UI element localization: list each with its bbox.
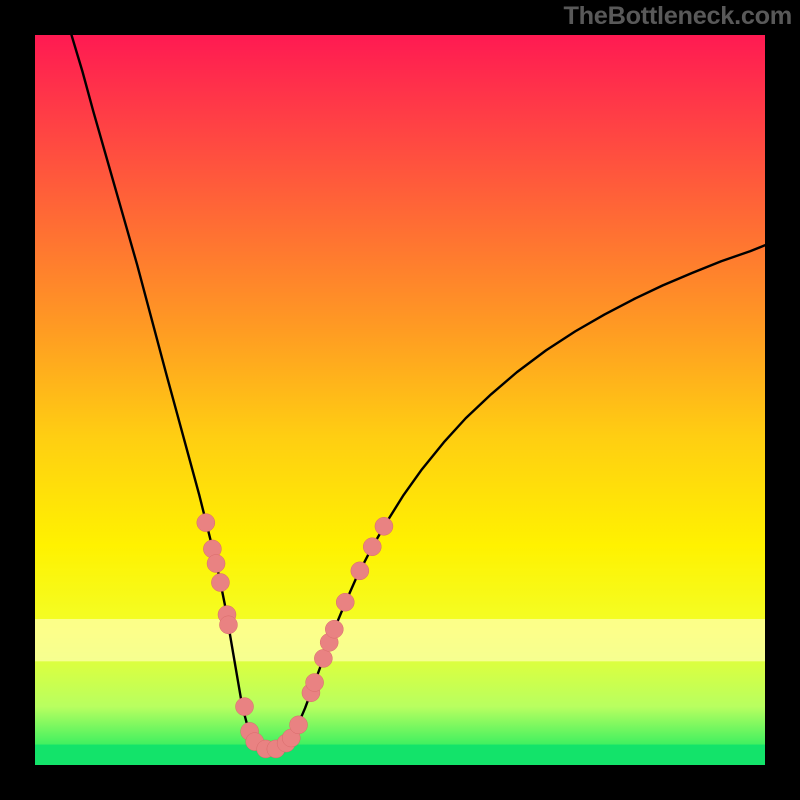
data-marker bbox=[236, 698, 254, 716]
watermark-text: TheBottleneck.com bbox=[563, 2, 792, 31]
data-marker bbox=[325, 620, 343, 638]
chart-stage: TheBottleneck.com bbox=[0, 0, 800, 800]
data-marker bbox=[351, 562, 369, 580]
data-marker bbox=[211, 574, 229, 592]
data-marker bbox=[219, 616, 237, 634]
data-marker bbox=[306, 674, 324, 692]
data-marker bbox=[207, 555, 225, 573]
pale-yellow-band bbox=[35, 619, 765, 661]
plot-svg bbox=[0, 0, 800, 800]
data-marker bbox=[375, 517, 393, 535]
data-marker bbox=[336, 593, 354, 611]
data-marker bbox=[290, 716, 308, 734]
data-marker bbox=[197, 514, 215, 532]
data-marker bbox=[363, 538, 381, 556]
data-marker bbox=[314, 649, 332, 667]
green-bottom-stripe bbox=[35, 745, 765, 765]
